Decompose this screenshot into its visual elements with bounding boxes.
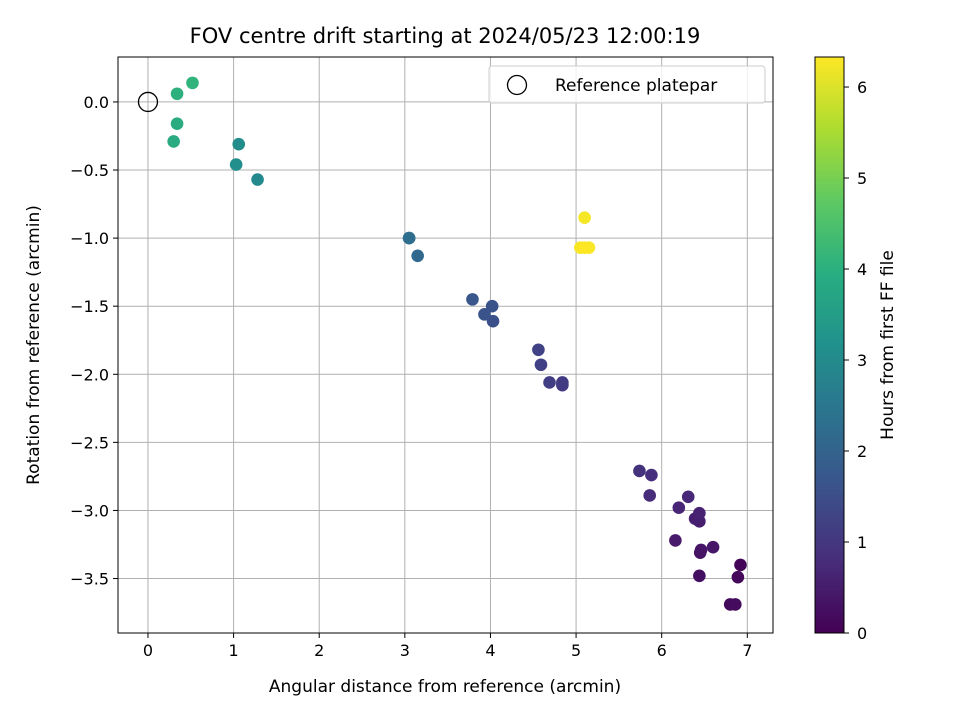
data-point [402,231,416,245]
colorbar-tick-label: 5 [857,169,867,188]
colorbar-ticks: 0 1 2 3 4 5 6 [844,78,867,643]
legend-entry-label: Reference platepar [555,76,717,96]
data-point [672,501,686,515]
data-point [534,358,548,372]
data-point [251,173,264,186]
colorbar-tick-label: 3 [857,351,867,370]
data-point [170,117,184,131]
legend-reference-marker [506,74,528,96]
data-point [466,293,479,306]
data-point [232,137,246,151]
y-tick-label: −1.0 [70,229,109,248]
x-tick-label: 6 [657,641,667,660]
data-point [693,569,706,583]
data-point [578,241,591,254]
x-tick-label: 5 [571,641,581,660]
data-point [729,598,742,611]
data-point [693,506,706,520]
data-point [706,540,720,554]
data-point [643,489,657,502]
data-point [170,87,184,101]
data-points [137,76,747,611]
y-tick-label: −3.5 [70,570,109,589]
colorbar: 0 1 2 3 4 5 6 Hours from first FF file [814,56,898,643]
data-point [734,558,747,572]
colorbar-tick-label: 4 [857,260,867,279]
data-point [645,468,658,482]
x-tick-label: 4 [485,641,495,660]
y-axis-ticks: 0.0 −0.5 −1.0 −1.5 −2.0 −2.5 −3.0 −3.5 [70,93,118,589]
data-point [669,534,682,547]
y-tick-label: −2.5 [70,433,109,452]
x-tick-label: 2 [314,641,324,660]
x-tick-label: 1 [228,641,238,660]
data-point [556,376,569,389]
colorbar-tick-label: 6 [857,78,867,97]
y-tick-label: −0.5 [70,161,109,180]
data-point [694,543,708,557]
data-point [543,376,556,389]
colorbar-gradient [814,56,845,634]
legend-box [488,65,766,104]
data-point [411,249,424,263]
data-point [633,464,646,478]
colorbar-tick-label: 2 [857,442,867,461]
y-tick-label: 0.0 [84,93,109,112]
reference-point [137,91,159,113]
x-tick-label: 0 [143,641,153,660]
chart-title: FOV centre drift starting at 2024/05/23 … [190,24,701,48]
data-point [485,299,499,313]
data-point [167,135,180,148]
colorbar-tick-label: 0 [857,624,867,643]
colorbar-label: Hours from first FF file [878,250,898,440]
y-tick-label: −3.0 [70,501,109,520]
legend: Reference platepar [488,65,766,104]
data-point [578,211,591,224]
x-axis-ticks: 0 1 2 3 4 5 6 7 [143,633,752,660]
data-point [532,343,545,357]
y-tick-label: −2.0 [70,365,109,384]
x-tick-label: 7 [742,641,752,660]
data-point [186,76,199,90]
data-point [229,158,243,171]
grid [118,57,773,633]
data-point [486,314,500,328]
y-tick-label: −1.5 [70,297,109,316]
data-point [681,490,695,504]
y-axis-label: Rotation from reference (arcmin) [24,205,44,485]
x-tick-label: 3 [400,641,410,660]
data-point [478,308,491,321]
data-point [731,570,745,584]
x-axis-label: Angular distance from reference (arcmin) [269,677,621,697]
colorbar-tick-label: 1 [857,533,867,552]
plot-frame [117,56,774,634]
